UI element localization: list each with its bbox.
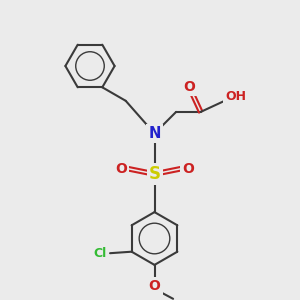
Text: O: O [182, 162, 194, 176]
Text: Cl: Cl [94, 247, 107, 260]
Text: O: O [183, 80, 195, 94]
Text: O: O [115, 162, 127, 176]
Text: O: O [148, 279, 160, 293]
Text: OH: OH [225, 90, 246, 104]
Text: S: S [148, 165, 160, 183]
Text: N: N [148, 126, 161, 141]
